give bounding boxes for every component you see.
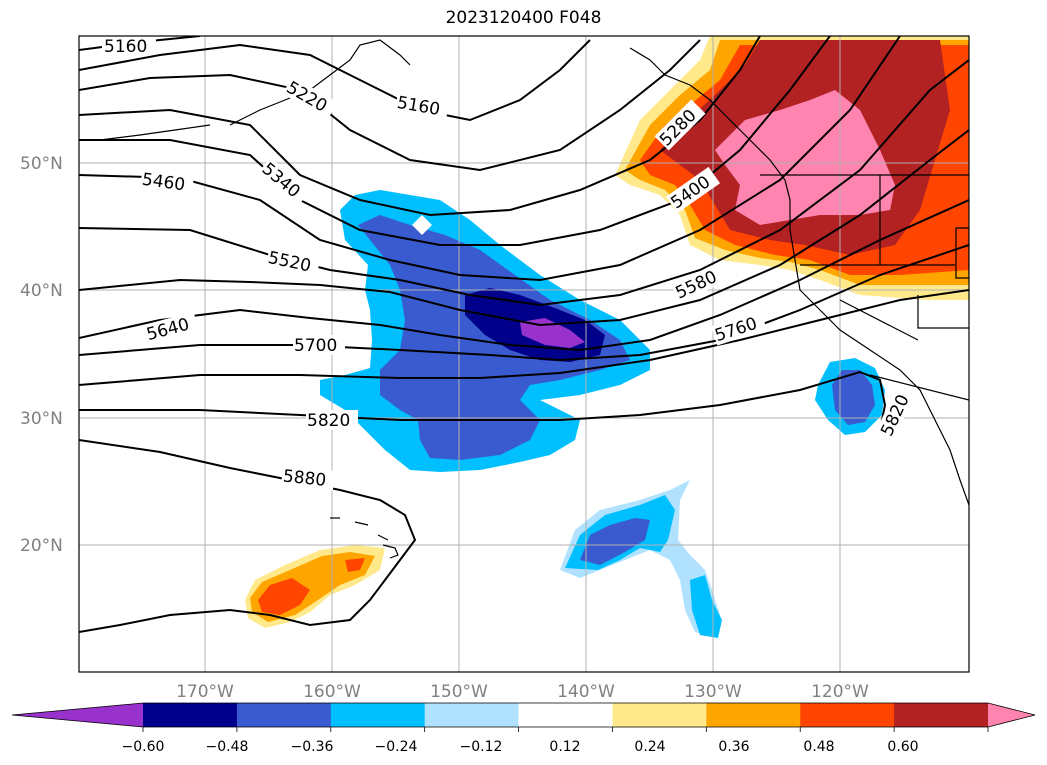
map-title: 2023120400 F048 [445, 8, 602, 28]
colorbar-label-neg036: −0.36 [291, 739, 334, 755]
contour-label-5700: 5700 [294, 336, 337, 356]
colorbar-segment [800, 703, 895, 727]
lon-label-140w: 140°W [557, 682, 615, 702]
coastlines [99, 39, 969, 506]
negative-anomaly-central [320, 190, 650, 472]
colorbar-label-024: 0.24 [634, 739, 665, 755]
colorbar-label-060: 0.60 [887, 739, 918, 755]
longitude-labels: 170°W 160°W 150°W 140°W 130°W 120°W [176, 682, 869, 702]
colorbar-segment [894, 703, 989, 727]
lat-label-40n: 40°N [20, 281, 63, 301]
map-area: 5160 5160 5220 5280 5340 5400 5460 5520 … [79, 36, 969, 672]
lon-label-150w: 150°W [430, 682, 488, 702]
colorbar-segments [12, 703, 1035, 727]
lon-label-120w: 120°W [811, 682, 869, 702]
height-contours [79, 36, 969, 633]
colorbar-extend-low [12, 703, 143, 727]
colorbar-labels: −0.60 −0.48 −0.36 −0.24 −0.12 0.12 0.24 … [122, 739, 919, 755]
negative-anomaly-south [560, 480, 722, 638]
lon-label-170w: 170°W [176, 682, 234, 702]
colorbar-label-neg048: −0.48 [206, 739, 249, 755]
colorbar-label-neg012: −0.12 [460, 739, 503, 755]
latitude-labels: 50°N 40°N 30°N 20°N [20, 154, 63, 556]
lat-label-50n: 50°N [20, 154, 63, 174]
colorbar-label-neg024: −0.24 [375, 739, 418, 755]
gridlines [79, 36, 969, 672]
contour-label-5820-a: 5820 [307, 411, 350, 431]
colorbar-segment [143, 703, 238, 727]
colorbar-label-036: 0.36 [718, 739, 749, 755]
colorbar-segment [706, 703, 801, 727]
colorbar-segment [330, 703, 426, 727]
hawaii-islands [330, 517, 399, 559]
contour-label-5880: 5880 [282, 466, 327, 490]
colorbar-segment [236, 703, 332, 727]
lon-label-130w: 130°W [684, 682, 742, 702]
map-frame [78, 35, 970, 673]
colorbar-segment [518, 703, 613, 727]
lat-label-20n: 20°N [20, 536, 63, 556]
positive-anomaly-hawaii [245, 545, 385, 628]
lon-label-160w: 160°W [303, 682, 361, 702]
colorbar-label-048: 0.48 [803, 739, 834, 755]
negative-anomaly-baja [815, 358, 885, 435]
colorbar-label-neg060: −0.60 [122, 739, 165, 755]
colorbar-segment [424, 703, 520, 727]
lat-label-30n: 30°N [20, 409, 63, 429]
colorbar-extend-high [988, 703, 1035, 727]
colorbar-tick-marks [142, 727, 989, 732]
colorbar: −0.60 −0.48 −0.36 −0.24 −0.12 0.12 0.24 … [11, 702, 1036, 755]
colorbar-label-012: 0.12 [549, 739, 580, 755]
contour-label-5160-a: 5160 [104, 37, 147, 57]
colorbar-segment [612, 703, 707, 727]
